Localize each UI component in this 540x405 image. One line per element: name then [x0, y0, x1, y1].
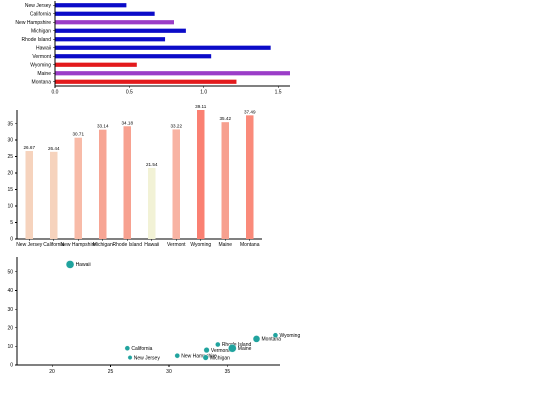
- x-tick-label: Maine: [218, 242, 232, 248]
- x-tick-label: New Jersey: [16, 242, 43, 248]
- point-label: Michigan: [210, 355, 230, 361]
- x-tick-label: 1.0: [200, 90, 207, 96]
- x-tick-label: California: [43, 242, 64, 248]
- x-tick-label: 0.0: [52, 90, 59, 96]
- bar: [55, 45, 271, 50]
- x-tick-label: 0.5: [126, 90, 133, 96]
- y-tick-label: Wyoming: [30, 62, 51, 68]
- x-tick-label: 35: [225, 369, 231, 375]
- scatter-point: [202, 354, 209, 361]
- y-tick-label: 25: [7, 154, 13, 160]
- y-tick-label: 20: [7, 325, 13, 331]
- x-tick-label: Rhode Island: [113, 242, 143, 248]
- x-tick-label: 30: [166, 369, 172, 375]
- y-tick-label: Rhode Island: [22, 37, 52, 43]
- y-tick-label: 5: [10, 220, 13, 226]
- x-tick-label: 1.5: [275, 90, 282, 96]
- y-tick-label: 0: [10, 237, 13, 243]
- scatter-chart: 0 10 20 30 40 50 20 25 30 35 Hawaii California New J…: [7, 257, 300, 375]
- y-tick-label: 10: [7, 344, 13, 350]
- bar: [55, 54, 212, 59]
- bar: [148, 167, 156, 239]
- bar: [246, 115, 254, 239]
- bar: [55, 71, 290, 76]
- x-tick-label: Wyoming: [190, 242, 211, 248]
- data-label: 33.14: [97, 124, 109, 129]
- bar: [55, 20, 174, 25]
- data-label: 21.54: [146, 162, 158, 167]
- y-tick-label: 20: [7, 171, 13, 177]
- x-tick-label: Montana: [240, 242, 260, 248]
- bar: [197, 110, 205, 239]
- bar: [221, 122, 229, 239]
- x-tick-label: 20: [49, 369, 55, 375]
- point-label: Hawaii: [76, 262, 91, 268]
- y-tick-label: 30: [7, 138, 13, 144]
- data-label: 26.44: [48, 146, 60, 151]
- y-tick-label: Montana: [32, 79, 52, 85]
- point-label: Rhode Island: [222, 342, 252, 348]
- point-label: New Jersey: [134, 355, 161, 361]
- x-tick-label: Vermont: [167, 242, 186, 248]
- x-tick-label: Hawaii: [144, 242, 159, 248]
- y-tick-label: 40: [7, 288, 13, 294]
- data-label: 30.71: [73, 132, 85, 137]
- y-tick-label: 10: [7, 204, 13, 210]
- scatter-point: [174, 352, 180, 359]
- y-tick-label: 30: [7, 307, 13, 313]
- point-label: Maine: [238, 346, 252, 352]
- scatter-point: [272, 332, 279, 338]
- data-label: 37.49: [244, 109, 256, 114]
- x-tick-label: Michigan: [93, 242, 113, 248]
- data-label: 35.42: [220, 116, 232, 121]
- y-tick-label: Hawaii: [36, 45, 51, 51]
- y-tick-label: 35: [7, 121, 13, 127]
- x-tick-label: New Hampshire: [60, 242, 96, 248]
- point-label: Wyoming: [279, 333, 300, 339]
- bar: [55, 62, 137, 67]
- point-label: California: [131, 346, 152, 352]
- y-tick-label: Michigan: [31, 28, 51, 34]
- y-tick-label: New Hampshire: [15, 20, 51, 26]
- scatter-point: [203, 347, 210, 354]
- scatter-point: [65, 260, 75, 269]
- data-label: 34.18: [122, 120, 134, 125]
- horizontal-bar-chart: New Jersey California New Hampshire Michiga…: [15, 1, 290, 96]
- vertical-bar-chart: 0 5 10 15 20 25 30 35 26.67 New Jersey 26.44 Califo…: [7, 105, 262, 248]
- data-label: 39.11: [195, 105, 207, 109]
- y-tick-label: Maine: [37, 71, 51, 77]
- y-tick-label: 15: [7, 187, 13, 193]
- scatter-point: [252, 335, 261, 343]
- bar: [25, 151, 33, 239]
- bar: [55, 3, 127, 8]
- bar: [50, 151, 58, 239]
- bar: [55, 11, 155, 16]
- bar: [55, 79, 237, 84]
- scatter-point: [228, 344, 237, 353]
- y-tick-label: 0: [10, 363, 13, 369]
- y-tick-label: California: [30, 11, 51, 17]
- bar: [55, 37, 166, 42]
- scatter-point: [215, 341, 221, 348]
- data-label: 26.67: [24, 145, 36, 150]
- bar: [99, 129, 107, 239]
- bar: [74, 137, 82, 239]
- y-tick-label: 50: [7, 270, 13, 276]
- y-tick-label: Vermont: [32, 54, 51, 60]
- bar: [172, 129, 180, 239]
- bar: [55, 28, 186, 33]
- y-tick-label: New Jersey: [25, 3, 52, 9]
- scatter-point: [124, 345, 131, 351]
- x-tick-label: 25: [108, 369, 114, 375]
- data-label: 33.22: [171, 123, 183, 128]
- point-label: New Hampshire: [181, 353, 217, 359]
- scatter-point: [127, 355, 133, 360]
- bar: [123, 126, 131, 239]
- point-label: Montana: [262, 337, 282, 343]
- point-label: Vermont: [211, 348, 230, 354]
